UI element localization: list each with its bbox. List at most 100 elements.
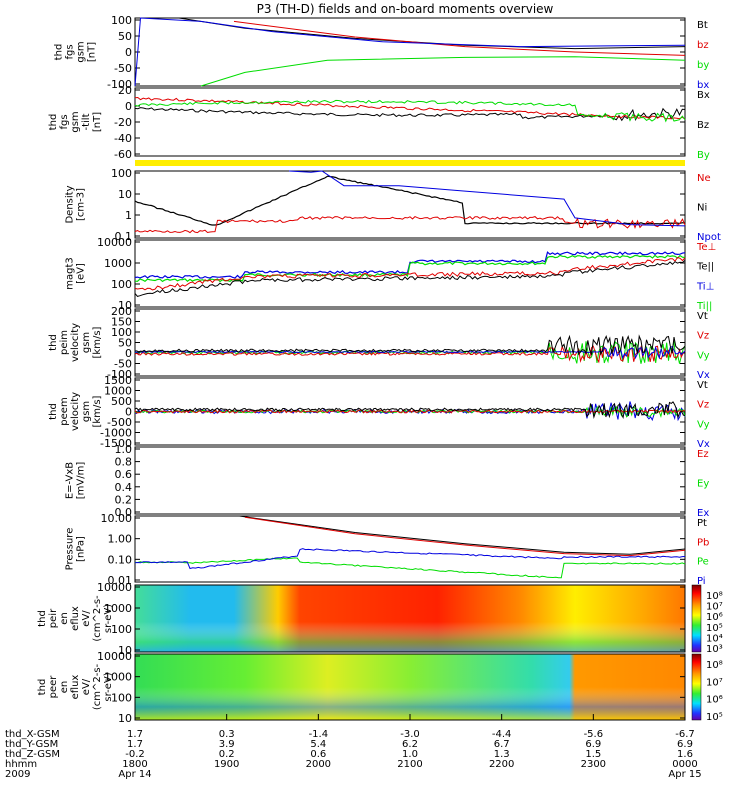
y-tick-label: 100 <box>111 691 132 704</box>
colorbar-tick-label: 10⁷ <box>706 602 723 613</box>
chart-title: P3 (TH-D) fields and on-board moments ov… <box>257 2 554 16</box>
ephemeris-table: 1.71.7-0.218000.33.90.21900-1.45.40.6200… <box>5 714 702 780</box>
y-tick-label: 200 <box>111 305 132 318</box>
ephemeris-value: -5.6 <box>584 729 604 740</box>
series-teperp <box>134 256 686 291</box>
panel-3: 100 10 1 0.1 Density [cm-3] Ne Ni Npot <box>65 167 721 243</box>
legend-entry: Ni <box>697 203 707 214</box>
y-axis-label: [nT] <box>92 112 103 132</box>
y-tick-label: -20 <box>114 116 132 129</box>
y-tick-label: 1000 <box>104 671 132 684</box>
y-tick-label: 10 <box>118 299 132 312</box>
y-tick-label: 0.0 <box>115 506 133 519</box>
y-axis-label: gsm <box>81 401 92 422</box>
panel-8: 10.00 1.00 0.10 0.01 Pressure [nPa] Pt Pb Pe Pi <box>65 512 710 587</box>
ephemeris-row-label: thd_X-GSM <box>5 729 60 740</box>
separator-bar <box>135 160 685 166</box>
ephemeris-row-label: thd_Z-GSM <box>5 749 60 760</box>
legend-entry: Pe <box>697 557 709 568</box>
y-axis-label: E=-VxB <box>65 462 76 499</box>
y-axis-label: thd <box>54 44 65 61</box>
ephemeris-value: -0.2 <box>125 749 145 760</box>
y-tick-label: 10 <box>118 644 132 657</box>
y-axis-label: sr-eV) <box>103 672 114 701</box>
y-tick-label: 50 <box>118 30 132 43</box>
legend-entry: Vx <box>697 439 710 450</box>
y-axis-label: (cm^2-s- <box>92 663 103 710</box>
legend-entry: by <box>697 60 709 71</box>
y-axis-label: -tilt <box>81 113 92 130</box>
panel-frame <box>134 87 686 157</box>
y-axis-label: eV/ <box>81 610 92 627</box>
x-tick-label: 1900 <box>214 759 239 770</box>
y-axis-label: [eV] <box>76 263 87 284</box>
y-axis-label: [km/s] <box>92 326 103 358</box>
y-axis-label: [nT] <box>87 42 98 62</box>
y-tick-label: 10 <box>118 712 132 725</box>
y-tick-label: 100 <box>111 14 132 27</box>
y-axis-label: peem <box>59 397 70 425</box>
y-tick-label: 100 <box>111 326 132 339</box>
ephemeris-value: 0.2 <box>219 749 235 760</box>
y-axis-label: thd <box>48 114 59 131</box>
y-axis-label: (cm^2-s- <box>92 595 103 642</box>
x-tick-label: 2000 <box>306 759 331 770</box>
series-bx <box>134 17 686 87</box>
y-axis-label: fgs <box>59 114 70 129</box>
y-tick-label: 10 <box>118 188 132 201</box>
legend-entry: Ti|| <box>696 301 712 312</box>
series-npot <box>288 170 686 227</box>
panel-7: 1.00.80.60.40.20.0 E=-VxB [mV/m] Ez Ey Ex <box>65 443 710 519</box>
panel-frame <box>134 239 686 308</box>
y-tick-label: 1000 <box>104 257 132 270</box>
legend-entry: Bz <box>697 120 709 131</box>
series-pt <box>239 515 686 555</box>
y-axis-label: velocity <box>70 323 81 362</box>
y-tick-label: 0.01 <box>108 574 133 587</box>
y-tick-label: 0 <box>125 46 132 59</box>
y-axis-label: thd <box>37 610 48 627</box>
legend-entry: Ti⊥ <box>696 281 714 292</box>
y-tick-label: -1500 <box>100 437 132 450</box>
y-tick-label: 10000 <box>97 236 132 249</box>
colorbar-tick-label: 10⁸ <box>706 660 723 671</box>
y-tick-label: 100 <box>111 278 132 291</box>
legend-entry: Vz <box>697 400 709 411</box>
legend-entry: Pi <box>697 576 706 587</box>
date-label-start: Apr 14 <box>118 769 151 780</box>
colorbar-tick-label: 10⁴ <box>706 633 723 644</box>
spectrogram-shading <box>135 654 685 720</box>
series-ni <box>134 175 686 226</box>
panel-4: 10000 1000 100 10 magt3 [eV] Te⊥ Te|| Ti⊥ Ti|| <box>65 236 717 312</box>
y-axis-label: peim <box>59 330 70 355</box>
ephemeris-value: 5.4 <box>310 739 326 750</box>
y-tick-label: -40 <box>114 132 132 145</box>
series-evt <box>134 401 686 419</box>
y-axis-label: sr-eV) <box>103 604 114 633</box>
x-tick-label: 2200 <box>489 759 514 770</box>
series-vz <box>134 345 686 364</box>
legend-entry: Vt <box>697 311 708 322</box>
panel-frame <box>134 170 686 239</box>
spectrogram-shading <box>135 585 685 652</box>
panel-frame <box>134 584 686 653</box>
panel-frame <box>134 515 686 583</box>
colorbar <box>691 584 702 653</box>
legend-entry: Ne <box>697 173 711 184</box>
y-axis-label: thd <box>48 334 59 351</box>
y-tick-label: 0 <box>125 406 132 419</box>
legend-entry: Ez <box>697 449 709 460</box>
colorbar-tick-label: 10⁵ <box>706 623 723 634</box>
panel-10: 10⁸ 10⁷ 10⁶ 10⁵ 10000 1000 100 10 thd peer en eflux… <box>37 650 723 725</box>
y-tick-label: 1000 <box>104 385 132 398</box>
ephemeris-value: -6.7 <box>675 729 695 740</box>
series-bz <box>233 20 686 56</box>
series-by <box>200 56 686 87</box>
y-tick-label: -500 <box>107 416 132 429</box>
ephemeris-value: 3.9 <box>219 739 235 750</box>
colorbar-tick-label: 10⁷ <box>706 677 723 688</box>
